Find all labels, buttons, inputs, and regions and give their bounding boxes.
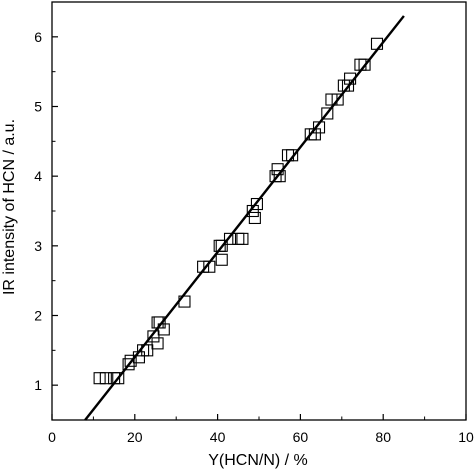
data-point	[124, 354, 137, 367]
data-point	[312, 121, 326, 134]
y-tick-label: 6	[34, 29, 42, 45]
data-point	[215, 239, 228, 252]
data-points	[93, 37, 384, 385]
x-axis: 0 20 40 60 80 10	[48, 414, 474, 445]
data-point	[157, 323, 170, 336]
data-point	[203, 260, 216, 273]
y-tick-label: 1	[34, 377, 42, 393]
fit-line	[84, 15, 405, 421]
data-point	[325, 93, 338, 106]
x-tick-label: 80	[375, 429, 391, 445]
data-point	[250, 197, 263, 211]
x-tick-label: 20	[127, 429, 143, 445]
plot-border	[51, 1, 467, 421]
plot-frame	[51, 1, 467, 421]
data-point	[151, 337, 164, 350]
data-point	[122, 358, 135, 371]
y-tick-label: 4	[34, 168, 42, 184]
data-point	[273, 170, 286, 183]
data-point	[178, 295, 191, 308]
y-axis: 1 2 3 4 5 6	[34, 1, 58, 421]
data-point	[112, 372, 125, 385]
data-point	[358, 58, 371, 71]
data-point	[246, 204, 259, 218]
data-point	[132, 351, 145, 364]
y-tick-label: 2	[34, 308, 42, 324]
data-point	[248, 211, 261, 225]
data-point	[370, 37, 384, 50]
data-point	[147, 330, 160, 343]
x-tick-label: 10	[458, 429, 474, 445]
data-point	[286, 149, 299, 162]
data-point	[223, 232, 237, 245]
data-point	[308, 128, 321, 141]
data-point	[93, 372, 106, 385]
data-point	[99, 372, 112, 385]
data-point	[331, 93, 344, 106]
y-tick-label: 3	[34, 238, 42, 254]
data-point	[344, 72, 357, 85]
x-tick-label: 0	[48, 429, 56, 445]
data-point	[341, 79, 355, 92]
data-point	[232, 232, 245, 245]
data-point	[271, 163, 284, 176]
y-axis-title: IR intensity of HCN / a.u.	[1, 119, 18, 295]
data-point	[153, 316, 166, 329]
data-point	[215, 253, 228, 266]
data-point	[321, 107, 334, 120]
x-axis-title: Y(HCN/N) / %	[208, 452, 308, 469]
data-point	[141, 344, 154, 357]
data-point	[197, 260, 210, 273]
x-tick-label: 60	[293, 429, 309, 445]
x-tick-label: 40	[210, 429, 226, 445]
fit-line-group	[84, 15, 405, 421]
data-point	[236, 232, 249, 245]
y-tick-label: 5	[34, 99, 42, 115]
